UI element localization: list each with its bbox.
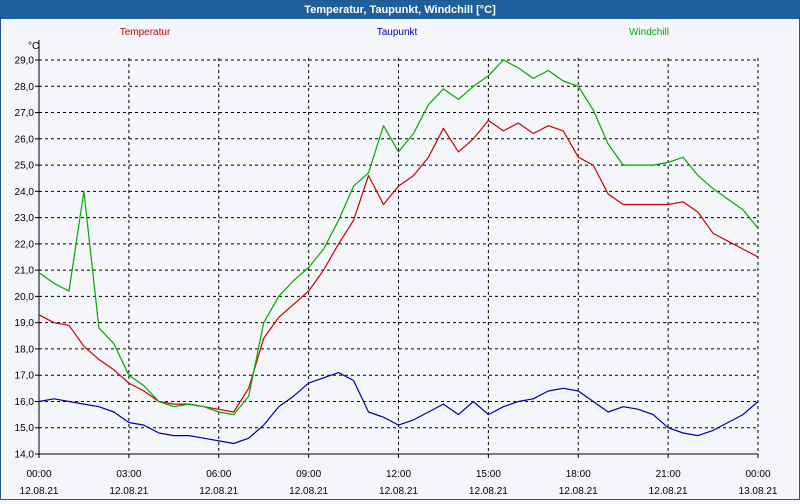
- x-tick-time-label: 18:00: [566, 469, 591, 480]
- x-tick-date-label: 13.08.21: [739, 486, 778, 497]
- x-tick-time-label: 09:00: [296, 469, 321, 480]
- x-tick-date-label: 12.08.21: [649, 486, 688, 497]
- x-tick-date-label: 12.08.21: [20, 486, 59, 497]
- y-tick-label: 26,0: [15, 134, 35, 145]
- y-tick-label: 28,0: [15, 82, 35, 93]
- window-title: Temperatur, Taupunkt, Windchill [°C]: [1, 1, 799, 19]
- grid: [38, 58, 759, 455]
- y-tick-label: 17,0: [15, 371, 35, 382]
- x-tick-date-label: 12.08.21: [289, 486, 328, 497]
- y-tick-label: 15,0: [15, 423, 35, 434]
- x-tick-date-label: 12.08.21: [559, 486, 598, 497]
- y-tick-label: 14,0: [15, 450, 35, 461]
- x-tick-date-label: 12.08.21: [469, 486, 508, 497]
- y-tick-label: 23,0: [15, 213, 35, 224]
- y-tick-label: 19,0: [15, 318, 35, 329]
- y-tick-label: 29,0: [15, 56, 35, 67]
- series-line-temperatur: [38, 119, 759, 413]
- y-tick-label: 24,0: [15, 187, 35, 198]
- legend-taupunkt: Taupunkt: [377, 27, 418, 38]
- legend: Temperatur Taupunkt Windchill: [120, 27, 669, 38]
- legend-temperatur: Temperatur: [120, 27, 171, 38]
- x-tick-time-label: 00:00: [745, 469, 770, 480]
- x-tick-time-label: 06:00: [206, 469, 231, 480]
- x-tick-time-label: 15:00: [476, 469, 501, 480]
- x-tick-date-label: 12.08.21: [109, 486, 148, 497]
- series-lines: [38, 59, 759, 445]
- y-tick-label: 25,0: [15, 161, 35, 172]
- chart-area: Temperatur Taupunkt Windchill °C 14,0 15,…: [1, 20, 799, 499]
- y-tick-label: 18,0: [15, 344, 35, 355]
- series-line-windchill: [38, 59, 759, 416]
- line-chart: Temperatur Taupunkt Windchill °C 14,0 15,…: [15, 27, 778, 497]
- y-tick-label: 20,0: [15, 292, 35, 303]
- y-tick-label: 22,0: [15, 239, 35, 250]
- axis-ticks: 14,0 15,0 16,0 17,0 18,0 19,0 20,0 21,0 22,0 23,0…: [15, 40, 778, 497]
- series-line-taupunkt: [38, 372, 759, 445]
- x-tick-time-label: 21:00: [656, 469, 681, 480]
- y-tick-label: 16,0: [15, 397, 35, 408]
- x-tick-date-label: 12.08.21: [379, 486, 418, 497]
- x-tick-time-label: 12:00: [386, 469, 411, 480]
- y-tick-label: 21,0: [15, 266, 35, 277]
- x-tick-time-label: 03:00: [116, 469, 141, 480]
- x-tick-date-label: 12.08.21: [199, 486, 238, 497]
- legend-windchill: Windchill: [629, 27, 669, 38]
- y-axis-unit-label: °C: [28, 41, 39, 52]
- x-tick-time-label: 00:00: [26, 469, 51, 480]
- y-tick-label: 27,0: [15, 108, 35, 119]
